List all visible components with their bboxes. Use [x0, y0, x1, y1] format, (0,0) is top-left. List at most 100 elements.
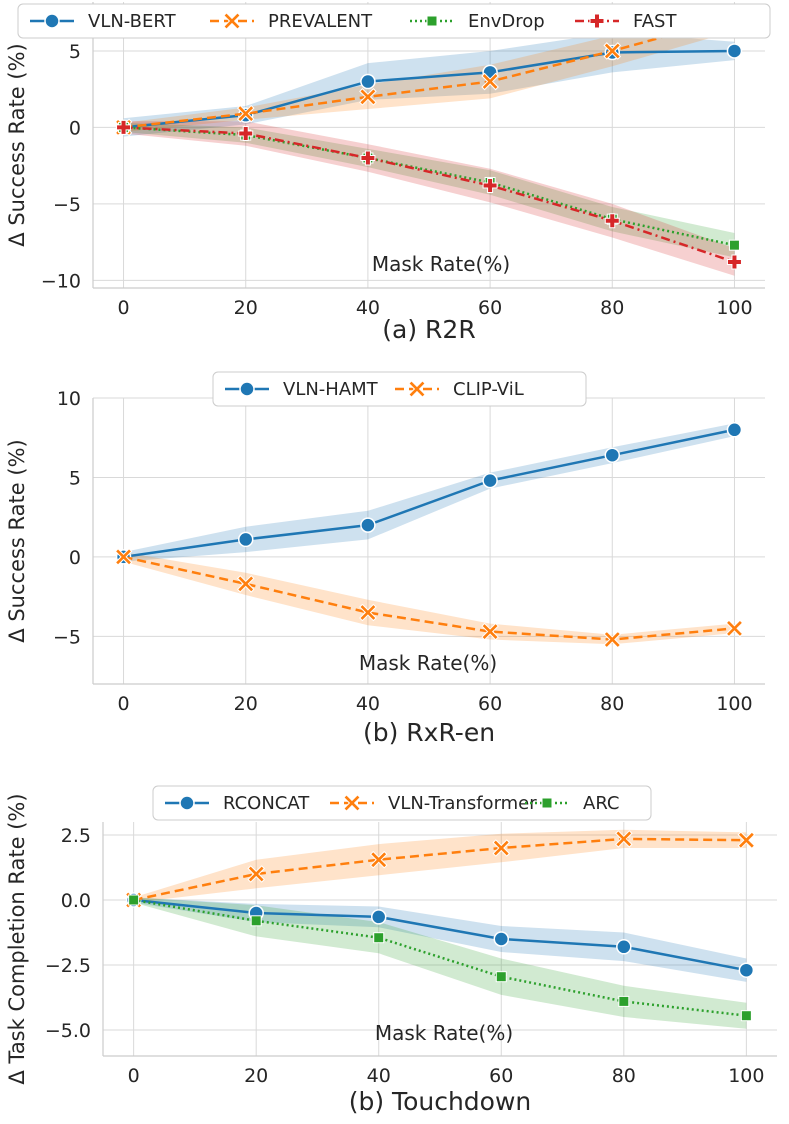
y-axis-label: Δ Success Rate (%) — [5, 43, 29, 246]
data-point — [239, 381, 255, 397]
data-point — [618, 995, 630, 1007]
data-point — [223, 12, 241, 30]
data-point — [589, 13, 605, 29]
legend-box — [17, 3, 771, 39]
data-point — [481, 72, 499, 91]
y-axis-label: Δ Task Completion Rate (%) — [5, 793, 29, 1084]
data-point — [373, 932, 385, 944]
y-tick-label: −5 — [53, 194, 81, 216]
data-point — [44, 13, 60, 29]
legend: RCONCAT VLN-Transformer ARC — [152, 785, 652, 821]
data-point — [737, 831, 756, 850]
x-tick-label: 20 — [244, 1065, 268, 1087]
x-tick-label: 20 — [234, 297, 258, 319]
subplot-title: (b) Touchdown — [349, 1087, 532, 1116]
x-tick-label: 20 — [234, 693, 258, 715]
legend-label: FAST — [633, 11, 677, 32]
legend-label: VLN-BERT — [88, 11, 177, 32]
y-tick-label: 2.5 — [61, 825, 91, 847]
x-axis-label: Mask Rate(%) — [375, 1021, 513, 1045]
confidence-band — [123, 121, 735, 276]
data-point — [482, 472, 498, 489]
subplot-title: (b) RxR-en — [363, 718, 495, 747]
data-point — [492, 839, 511, 857]
confidence-band — [123, 552, 735, 645]
data-point — [481, 622, 499, 641]
x-tick-label: 60 — [478, 297, 502, 319]
legend-label: VLN-HAMT — [283, 379, 379, 400]
data-point — [369, 850, 388, 869]
y-tick-label: −10 — [41, 270, 81, 292]
series-line — [133, 837, 747, 902]
y-tick-label: 0 — [69, 547, 81, 569]
legend: VLN-HAMT CLIP-ViL — [212, 371, 587, 407]
chart-panel-3: 0 20 40 60 80 100 2.5 0.0 −2.5 −5.0 Mask Rate(%) Δ … — [5, 785, 777, 1116]
data-point — [603, 630, 622, 649]
x-tick-label: 0 — [117, 297, 129, 319]
y-tick-label: −5 — [53, 626, 81, 648]
data-point — [370, 909, 387, 925]
legend-label: RCONCAT — [223, 793, 310, 814]
data-point — [359, 603, 377, 622]
confidence-band — [123, 3, 735, 132]
series-line — [123, 49, 735, 129]
data-point — [408, 380, 426, 398]
data-point — [728, 239, 740, 251]
series-line — [123, 126, 735, 264]
data-point — [426, 15, 438, 27]
data-point — [236, 104, 255, 123]
data-point — [360, 517, 376, 533]
data-point — [604, 213, 620, 229]
legend-label: VLN-Transformer — [388, 793, 537, 814]
data-point — [116, 119, 132, 135]
data-point — [726, 422, 743, 438]
data-point — [236, 575, 255, 593]
series-line — [123, 428, 735, 559]
data-point — [359, 88, 377, 106]
x-tick-label: 40 — [367, 1065, 391, 1087]
confidence-band — [123, 423, 735, 562]
data-point — [616, 939, 632, 955]
x-tick-label: 0 — [128, 1065, 140, 1087]
y-tick-label: 0.0 — [61, 890, 91, 912]
legend-label: ARC — [583, 793, 620, 814]
data-point — [738, 962, 755, 978]
legend-label: PREVALENT — [268, 11, 373, 32]
data-point — [740, 1010, 752, 1022]
x-axis-label: Mask Rate(%) — [359, 651, 497, 675]
x-tick-label: 60 — [478, 693, 502, 715]
data-point — [604, 447, 621, 463]
data-point — [360, 150, 376, 166]
x-tick-label: 80 — [600, 297, 624, 319]
x-axis-label: Mask Rate(%) — [372, 252, 510, 276]
x-tick-label: 80 — [612, 1065, 636, 1087]
series-line — [133, 898, 747, 972]
data-point — [250, 915, 262, 927]
data-point — [482, 178, 498, 194]
y-tick-label: 10 — [57, 388, 81, 410]
data-point — [541, 797, 553, 809]
data-point — [237, 531, 254, 548]
data-point — [343, 794, 361, 812]
data-point — [360, 73, 376, 90]
y-tick-label: −5.0 — [45, 1020, 91, 1042]
chart-panel-1: 0 20 40 60 80 100 5 0 −5 −10 Mask Rate(%) Δ Success… — [5, 2, 771, 344]
x-tick-label: 100 — [716, 693, 752, 715]
x-tick-label: 60 — [489, 1065, 513, 1087]
x-tick-label: 80 — [600, 693, 624, 715]
y-axis-label: Δ Success Rate (%) — [5, 439, 29, 642]
x-tick-label: 40 — [356, 693, 380, 715]
y-tick-label: 5 — [69, 467, 81, 489]
x-tick-label: 100 — [716, 297, 752, 319]
data-point — [128, 894, 140, 906]
data-point — [247, 865, 265, 883]
confidence-band — [133, 829, 747, 903]
series-line — [123, 555, 735, 641]
data-point — [114, 548, 133, 566]
confidence-band — [123, 122, 735, 258]
confidence-band — [133, 897, 747, 982]
data-point — [493, 931, 510, 947]
x-tick-label: 0 — [117, 693, 129, 715]
series-line — [123, 16, 735, 129]
